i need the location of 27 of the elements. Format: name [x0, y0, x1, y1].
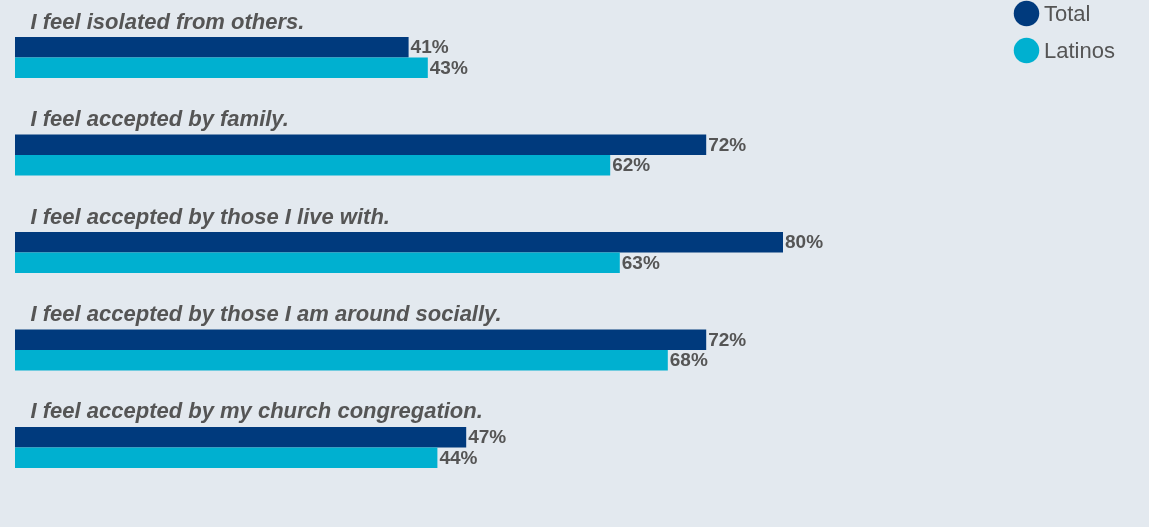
bar	[15, 232, 783, 253]
legend-label: Latinos	[1044, 37, 1115, 63]
bar	[15, 329, 707, 350]
data-label: 41%	[410, 36, 449, 58]
bar	[15, 134, 707, 156]
bar	[15, 349, 668, 371]
bar	[15, 155, 611, 176]
y-tick-label: I feel accepted by those I live with.	[30, 203, 390, 229]
data-label: 63%	[621, 251, 660, 273]
bar	[15, 37, 409, 58]
data-label: 68%	[669, 349, 708, 371]
data-label: 43%	[429, 56, 468, 78]
data-label: 62%	[612, 154, 651, 176]
data-label: 47%	[468, 426, 507, 448]
y-tick-label: I feel isolated from others.	[30, 8, 305, 34]
bar	[15, 57, 428, 78]
data-label: 72%	[708, 133, 747, 155]
legend-label: Total	[1044, 0, 1091, 26]
bar	[15, 427, 467, 448]
bar	[15, 252, 620, 273]
data-label: 44%	[439, 446, 478, 468]
y-tick-label: I feel accepted by my church congregation.	[30, 398, 483, 424]
y-tick-label: I feel accepted by those I am around socially.	[30, 300, 502, 326]
y-tick-label: I feel accepted by family.	[30, 106, 289, 132]
data-label: 72%	[708, 328, 747, 350]
bar	[15, 447, 438, 468]
data-label: 80%	[785, 231, 824, 253]
